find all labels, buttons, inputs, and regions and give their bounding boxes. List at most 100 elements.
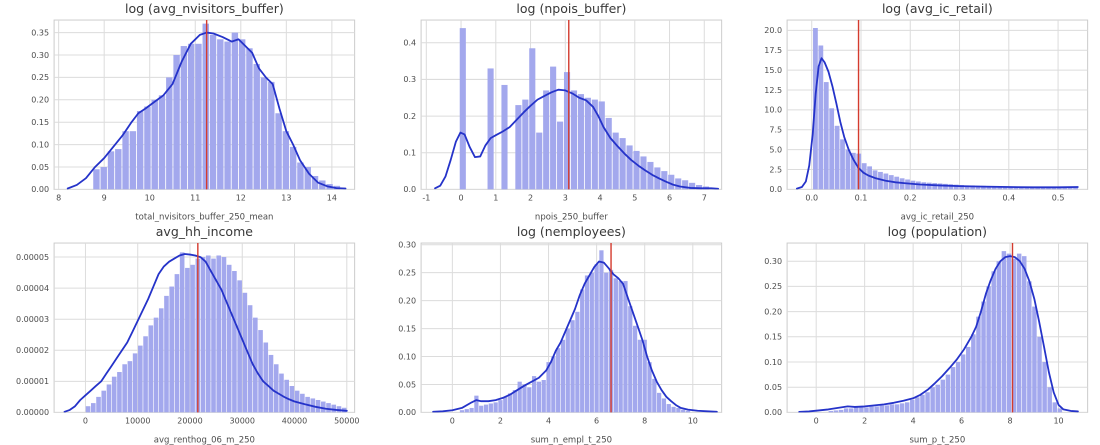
histogram-bar — [151, 99, 158, 190]
histogram-bar — [584, 274, 589, 412]
histogram-bar — [284, 379, 289, 412]
histogram-bar — [1008, 186, 1014, 190]
y-tick-label: 0.0 — [403, 185, 416, 194]
histogram-bar — [975, 185, 981, 190]
histogram-bar — [965, 185, 970, 190]
x-tick-label: 6 — [959, 416, 964, 425]
histogram-bar — [169, 286, 174, 412]
histogram-bar — [282, 131, 290, 190]
histogram-bar — [546, 361, 551, 412]
plot-title: log (nemployees) — [517, 224, 626, 239]
y-tick-label: 0.30 — [765, 256, 783, 265]
histogram-bar — [872, 170, 878, 190]
histogram-bar — [647, 361, 652, 412]
histogram-bar — [144, 106, 151, 190]
histogram-bar — [845, 149, 851, 190]
histogram-bar — [275, 113, 282, 190]
histogram-bar — [528, 48, 535, 190]
x-tick-label: 30000 — [230, 416, 255, 425]
histogram-bar — [542, 90, 549, 190]
histogram-bar — [202, 23, 209, 190]
histogram-bar — [268, 81, 275, 190]
histogram-bar — [100, 167, 107, 190]
histogram-bar — [834, 409, 839, 412]
histogram-bar — [878, 171, 884, 190]
histogram-plot-log-population: 0 2 4 6 8 10 0.00 0.05 0.10 0.15 0.20 0.25 0.30 sum_p… — [765, 224, 1089, 445]
x-tick-label: 50000 — [334, 416, 359, 425]
x-tick-label: 10 — [687, 416, 697, 425]
y-tick-label: 0.15 — [31, 118, 49, 127]
kde-curve — [63, 252, 348, 412]
x-tick-label: 0.0 — [806, 193, 819, 202]
histogram-bar — [577, 94, 584, 190]
histogram-bar — [935, 384, 941, 412]
histogram-bar — [96, 396, 101, 412]
histogram-bar — [153, 317, 159, 412]
histogram-bar — [932, 183, 938, 190]
histogram-bar — [136, 111, 144, 190]
histogram-bar — [869, 405, 875, 412]
y-tick-label: 0.30 — [398, 240, 416, 249]
histogram-bar — [1040, 187, 1046, 190]
histogram-bar — [138, 345, 143, 412]
histogram-bar — [905, 179, 911, 190]
x-tick-label: 0 — [449, 416, 454, 425]
x-tick-label: 11 — [190, 193, 200, 202]
histogram-bar — [829, 108, 835, 190]
histogram-bar — [921, 182, 927, 190]
histogram-bar — [560, 339, 565, 412]
histogram-bar — [945, 374, 951, 412]
histogram-bar — [517, 381, 522, 412]
histogram-bar — [488, 402, 493, 412]
x-tick-label: 0.2 — [904, 193, 917, 202]
histogram-bar — [695, 185, 702, 190]
histogram-bar — [818, 45, 824, 190]
y-tick-label: 0.2 — [403, 112, 416, 121]
histogram-plot-log-nemployees: 0 2 4 6 8 10 0.00 0.05 0.10 0.15 0.20 0.25 0.30 sum_n… — [398, 224, 722, 445]
histogram-bar — [311, 175, 319, 190]
histogram-bar — [93, 169, 100, 190]
histogram-bar — [521, 99, 529, 190]
histogram-bar — [680, 409, 685, 412]
histogram-bar — [173, 54, 180, 190]
y-tick-label: 0.35 — [31, 28, 49, 37]
histogram-bar — [143, 335, 148, 412]
y-tick-label: 0.00 — [765, 408, 783, 417]
histogram-bar — [613, 277, 618, 412]
x-axis-label: avg_renthog_06_m_250 — [154, 435, 255, 445]
x-tick-label: 14 — [327, 193, 337, 202]
y-tick-label: 0.30 — [31, 51, 49, 60]
y-tick-label: 0.20 — [765, 307, 783, 316]
histogram-bar — [550, 356, 556, 412]
histogram-bar — [986, 285, 992, 412]
histogram-bar — [174, 273, 180, 412]
histogram-bar — [187, 43, 195, 190]
histogram-bar — [910, 180, 916, 190]
histogram-bar — [289, 385, 295, 412]
histogram-bar — [127, 360, 133, 412]
histogram-bar — [502, 396, 508, 412]
histogram-bar — [85, 405, 91, 412]
histogram-bar — [260, 77, 268, 190]
histogram-bar — [158, 307, 164, 412]
histogram-bar — [493, 401, 498, 412]
histogram-bar — [221, 256, 227, 412]
histogram-bar — [1073, 187, 1079, 190]
y-tick-label: 0.25 — [31, 73, 49, 82]
x-tick-label: 3 — [562, 193, 567, 202]
histogram-bar — [867, 166, 873, 190]
histogram-bar — [961, 353, 966, 412]
y-tick-label: 0.00003 — [16, 314, 49, 323]
histogram-bar — [501, 84, 508, 190]
histogram-bar — [1013, 186, 1019, 190]
histogram-bar — [122, 363, 127, 412]
x-tick-label: 0 — [458, 193, 463, 202]
y-tick-label: 5.0 — [770, 145, 783, 154]
histogram-bar — [555, 347, 560, 412]
subplot-log-population: 0 2 4 6 8 10 0.00 0.05 0.10 0.15 0.20 0.25 0.30 sum_p… — [733, 223, 1100, 445]
histogram-bar — [900, 178, 905, 190]
histogram-bar — [531, 375, 536, 412]
histogram-bar — [954, 184, 960, 190]
histogram-bar — [297, 162, 304, 190]
y-tick-label: 0.20 — [398, 296, 416, 305]
